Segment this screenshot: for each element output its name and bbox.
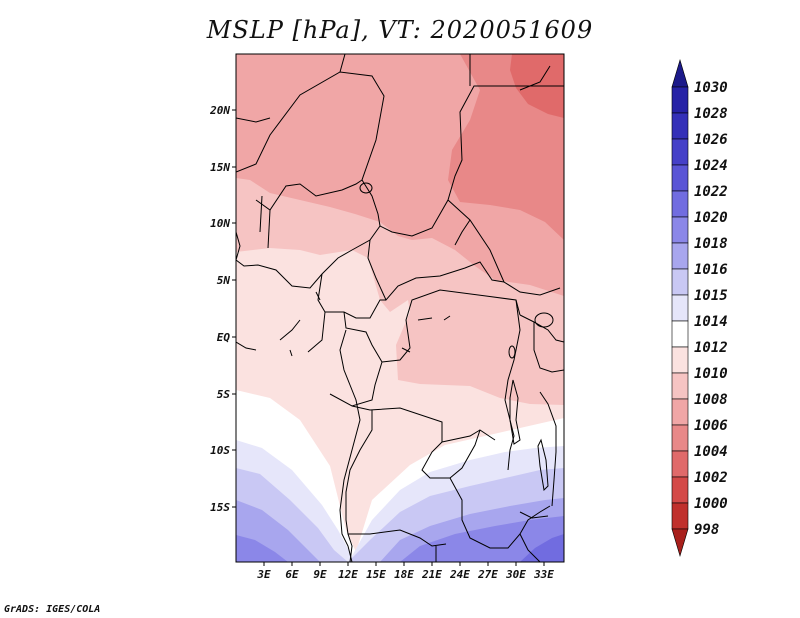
colorbar-label-1020: 1020 bbox=[694, 210, 728, 226]
colorbar-box-1026 bbox=[671, 112, 689, 140]
colorbar-cap-top bbox=[671, 58, 689, 88]
lon-label-9e: 9E bbox=[313, 568, 327, 581]
lake-tanganyika bbox=[509, 379, 521, 445]
colorbar-label-1010: 1010 bbox=[694, 366, 728, 382]
colorbar-label-1028: 1028 bbox=[694, 106, 728, 122]
colorbar-box-1028 bbox=[671, 86, 689, 114]
colorbar-box-1018 bbox=[671, 216, 689, 244]
colorbar-label-1002: 1002 bbox=[694, 470, 728, 486]
colorbar-box-1015 bbox=[671, 268, 689, 296]
field-band-1020 bbox=[236, 535, 288, 562]
map-title: MSLP [hPa], VT: 2020051609 bbox=[206, 16, 594, 44]
lat-label-5s: 5S bbox=[217, 388, 231, 401]
lon-label-33e: 33E bbox=[533, 568, 554, 581]
lat-label-eq: EQ bbox=[217, 331, 231, 344]
lon-label-18e: 18E bbox=[394, 568, 414, 581]
colorbar-cap-bottom bbox=[671, 528, 689, 558]
colorbar-label-1024: 1024 bbox=[694, 158, 728, 174]
lon-label-30e: 30E bbox=[505, 568, 526, 581]
colorbar-label-998: 998 bbox=[694, 522, 719, 538]
colorbar-label-1004: 1004 bbox=[694, 444, 728, 460]
colorbar-label-1015: 1015 bbox=[694, 288, 728, 304]
lake-malawi bbox=[537, 438, 549, 492]
colorbar-box-1006 bbox=[671, 398, 689, 426]
colorbar-box-1020 bbox=[671, 190, 689, 218]
pressure-field bbox=[236, 54, 564, 562]
lat-label-15s: 15S bbox=[210, 501, 230, 514]
inland-marks bbox=[289, 291, 451, 357]
lon-label-3e: 3E bbox=[256, 568, 271, 581]
colorbar bbox=[671, 58, 689, 558]
colorbar-box-1024 bbox=[671, 138, 689, 166]
colorbar-box-1022 bbox=[671, 164, 689, 192]
lake-chad bbox=[359, 182, 373, 194]
colorbar-labels: 1030 1028 1026 1024 1022 1020 1018 1016 … bbox=[694, 80, 728, 538]
lake-victoria bbox=[534, 312, 554, 328]
lon-label-15e: 15E bbox=[366, 568, 386, 581]
field-band-1020-east bbox=[400, 516, 564, 562]
country-borders bbox=[236, 54, 564, 562]
colorbar-label-1022: 1022 bbox=[694, 184, 728, 200]
colorbar-box-998 bbox=[671, 502, 689, 530]
colorbar-box-1010 bbox=[671, 346, 689, 374]
lat-axis: 20N 15N 10N 5N EQ 5S 10S 15S bbox=[209, 104, 236, 514]
lat-label-5n: 5N bbox=[217, 274, 231, 287]
colorbar-box-1000 bbox=[671, 476, 689, 504]
lon-axis: 3E 6E 9E 12E 15E 18E 21E 24E 27E 30E 33E bbox=[256, 562, 554, 581]
lake-kivu bbox=[508, 345, 516, 359]
colorbar-box-1004 bbox=[671, 424, 689, 452]
lat-label-20n: 20N bbox=[209, 104, 230, 117]
grads-credit: GrADS: IGES/COLA bbox=[4, 604, 101, 615]
colorbar-label-1018: 1018 bbox=[694, 236, 728, 252]
kariba-reservoir bbox=[519, 511, 549, 519]
colorbar-label-1014: 1014 bbox=[694, 314, 728, 330]
field-band-1022 bbox=[520, 534, 564, 562]
lon-label-24e: 24E bbox=[449, 568, 470, 581]
lon-label-21e: 21E bbox=[421, 568, 442, 581]
map-frame bbox=[235, 53, 565, 563]
lakes bbox=[289, 65, 554, 519]
colorbar-box-1016 bbox=[671, 242, 689, 270]
lat-label-15n: 15N bbox=[210, 161, 230, 174]
colorbar-box-1012 bbox=[671, 320, 689, 348]
colorbar-box-1014 bbox=[671, 294, 689, 322]
colorbar-label-1000: 1000 bbox=[694, 496, 728, 512]
colorbar-label-1008: 1008 bbox=[694, 392, 728, 408]
lat-label-10n: 10N bbox=[210, 217, 230, 230]
red-sea-coast bbox=[519, 65, 551, 91]
colorbar-box-1002 bbox=[671, 450, 689, 478]
colorbar-label-1006: 1006 bbox=[694, 418, 728, 434]
colorbar-label-1026: 1026 bbox=[694, 132, 728, 148]
lon-label-6e: 6E bbox=[285, 568, 299, 581]
lat-label-10s: 10S bbox=[210, 444, 230, 457]
colorbar-label-1030: 1030 bbox=[694, 80, 728, 96]
colorbar-label-1016: 1016 bbox=[694, 262, 728, 278]
lon-label-27e: 27E bbox=[477, 568, 498, 581]
colorbar-box-1008 bbox=[671, 372, 689, 400]
lon-label-12e: 12E bbox=[338, 568, 358, 581]
colorbar-label-1012: 1012 bbox=[694, 340, 728, 356]
